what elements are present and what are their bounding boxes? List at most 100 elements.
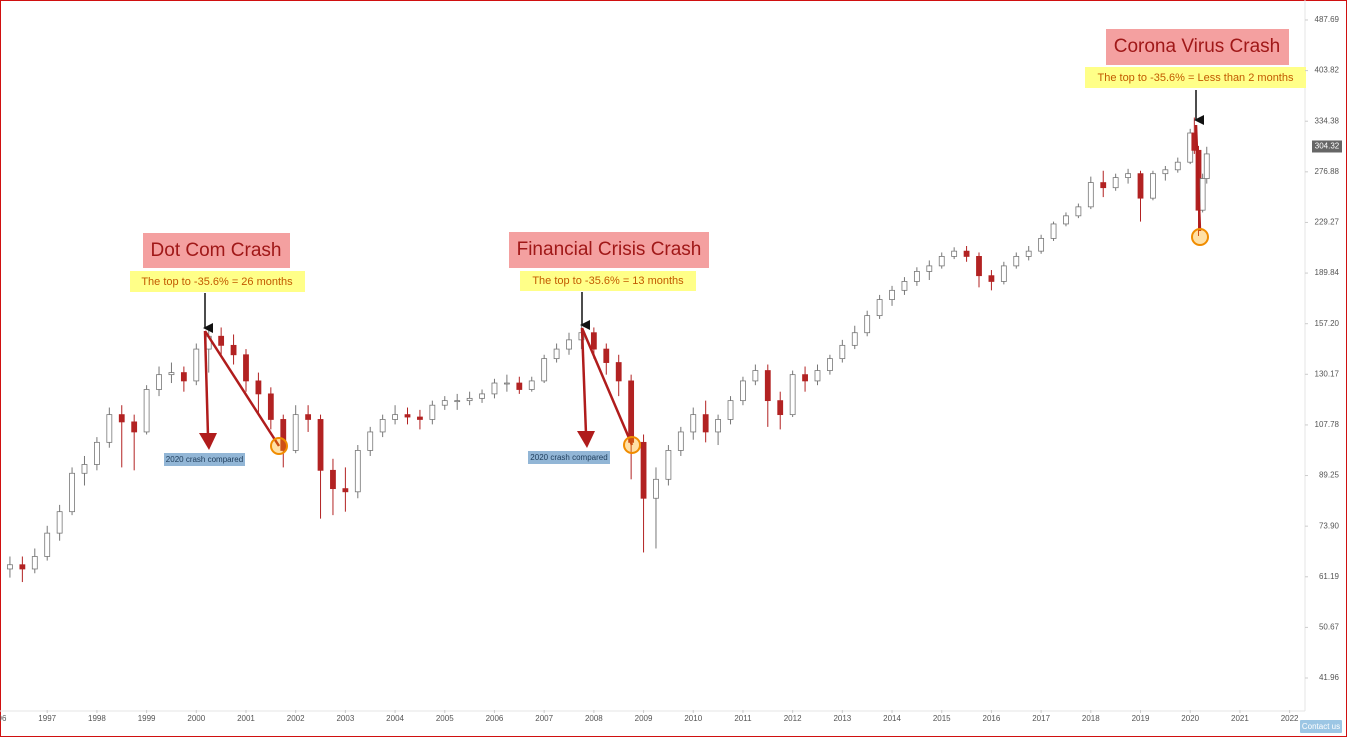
candle-body: [342, 488, 349, 493]
x-tick-label: 2003: [336, 714, 354, 723]
candle-body: [1199, 178, 1206, 211]
x-tick-label: 2005: [436, 714, 454, 723]
candle-body: [590, 332, 597, 350]
candle-body: [615, 362, 622, 382]
candle-body: [677, 431, 684, 451]
candle-body: [429, 404, 436, 420]
candle-body: [118, 414, 125, 423]
candle-body: [963, 250, 970, 257]
x-tick-label: 2000: [187, 714, 205, 723]
y-tick-label: 61.19: [1319, 572, 1340, 581]
x-tick-label: 2018: [1082, 714, 1100, 723]
candle-body: [827, 358, 833, 371]
line: [1194, 124, 1202, 232]
arrow-head: [199, 433, 217, 450]
candle-body: [1125, 173, 1131, 178]
y-tick-label: 89.25: [1319, 471, 1340, 480]
candle-body: [404, 414, 411, 418]
candle-body: [553, 348, 560, 360]
candle-body: [417, 416, 423, 420]
candle-body: [131, 421, 138, 433]
candle-body: [479, 393, 485, 399]
annotation-subtitle: The top to -35.6% = 13 months: [532, 275, 684, 287]
x-tick-label: 2007: [535, 714, 553, 723]
candle-body: [913, 271, 920, 282]
candle-body: [789, 374, 796, 416]
candle-body: [255, 380, 262, 395]
annotation-note: 2020 crash compared: [530, 453, 607, 462]
candles: [7, 117, 1210, 583]
candle-body: [1050, 223, 1057, 239]
candle-body: [1150, 173, 1156, 199]
candle-body: [367, 431, 374, 451]
x-tick-label: 2002: [287, 714, 305, 723]
candle-body: [752, 370, 759, 382]
y-tick-label: 157.20: [1315, 319, 1340, 328]
candle-body: [168, 372, 175, 376]
title-box: [509, 232, 709, 268]
candle-body: [603, 348, 610, 363]
subtitle-box: [1085, 67, 1306, 88]
y-tick-label: 41.96: [1319, 673, 1340, 682]
x-tick-label: 1998: [88, 714, 106, 723]
candle-body: [56, 511, 63, 534]
contact-button[interactable]: [1300, 720, 1342, 733]
y-tick-label: 334.38: [1315, 116, 1340, 125]
annotation-subtitle: The top to -35.6% = Less than 2 months: [1098, 72, 1294, 84]
x-tick-label: 1996: [0, 714, 7, 723]
candle-body: [839, 344, 846, 360]
candle-body: [69, 472, 75, 513]
contact-button-label[interactable]: Contact us: [1302, 722, 1340, 731]
candle-body: [976, 256, 982, 277]
candle-body: [1100, 182, 1107, 189]
last-price-label: 304.32: [1315, 142, 1340, 151]
candle-body: [19, 564, 26, 570]
candle-body: [1087, 182, 1094, 208]
y-tick-label: 276.88: [1315, 167, 1340, 176]
candle-body: [305, 414, 312, 420]
candle-body: [180, 372, 187, 382]
x-tick-label: 2013: [833, 714, 851, 723]
candle-body: [938, 256, 945, 267]
x-tick-label: 2012: [784, 714, 802, 723]
candle-body: [1162, 169, 1169, 175]
y-tick-label: 73.90: [1319, 521, 1340, 530]
arrow: [203, 330, 210, 437]
x-tick-label: 2004: [386, 714, 404, 723]
arrow: [580, 327, 588, 435]
candle-body: [653, 478, 659, 499]
x-tick-label: 2011: [734, 714, 752, 723]
x-tick-label: 2016: [983, 714, 1001, 723]
x-tick-label: 2020: [1181, 714, 1199, 723]
y-tick-label: 50.67: [1319, 623, 1340, 632]
candle-body: [864, 315, 871, 334]
candle-body: [491, 382, 498, 395]
annotation-dot-com: Dot Com Crash The top to -35.6% = 26 mon…: [130, 233, 305, 466]
candle-body: [31, 556, 38, 570]
candle-body: [740, 380, 746, 402]
candle-body: [926, 265, 933, 272]
y-tick-label: 189.84: [1315, 268, 1340, 277]
candle-body: [1137, 173, 1144, 199]
circle: [270, 437, 288, 455]
x-tick-label: 2009: [635, 714, 653, 723]
candle-body: [280, 419, 287, 451]
candle-body: [528, 380, 535, 390]
annotation-subtitle: The top to -35.6% = 26 months: [141, 276, 293, 288]
annotation-financial: Financial Crisis Crash The top to -35.6%…: [509, 232, 709, 464]
arrow-head: [577, 431, 595, 448]
y-tick-label: 487.69: [1315, 15, 1340, 24]
candle-body: [267, 393, 274, 420]
candle-body: [1203, 153, 1210, 179]
candle-body: [354, 450, 361, 493]
candle-body: [503, 382, 510, 385]
y-tick-label: 229.27: [1315, 218, 1340, 227]
candle-body: [988, 275, 995, 282]
annotation-note: 2020 crash compared: [166, 455, 243, 464]
annotation-title: Financial Crisis Crash: [517, 239, 702, 260]
note-box: [528, 451, 610, 464]
annotation-title: Corona Virus Crash: [1114, 36, 1281, 57]
x-tick-label: 2006: [486, 714, 504, 723]
candle-body: [541, 358, 548, 382]
